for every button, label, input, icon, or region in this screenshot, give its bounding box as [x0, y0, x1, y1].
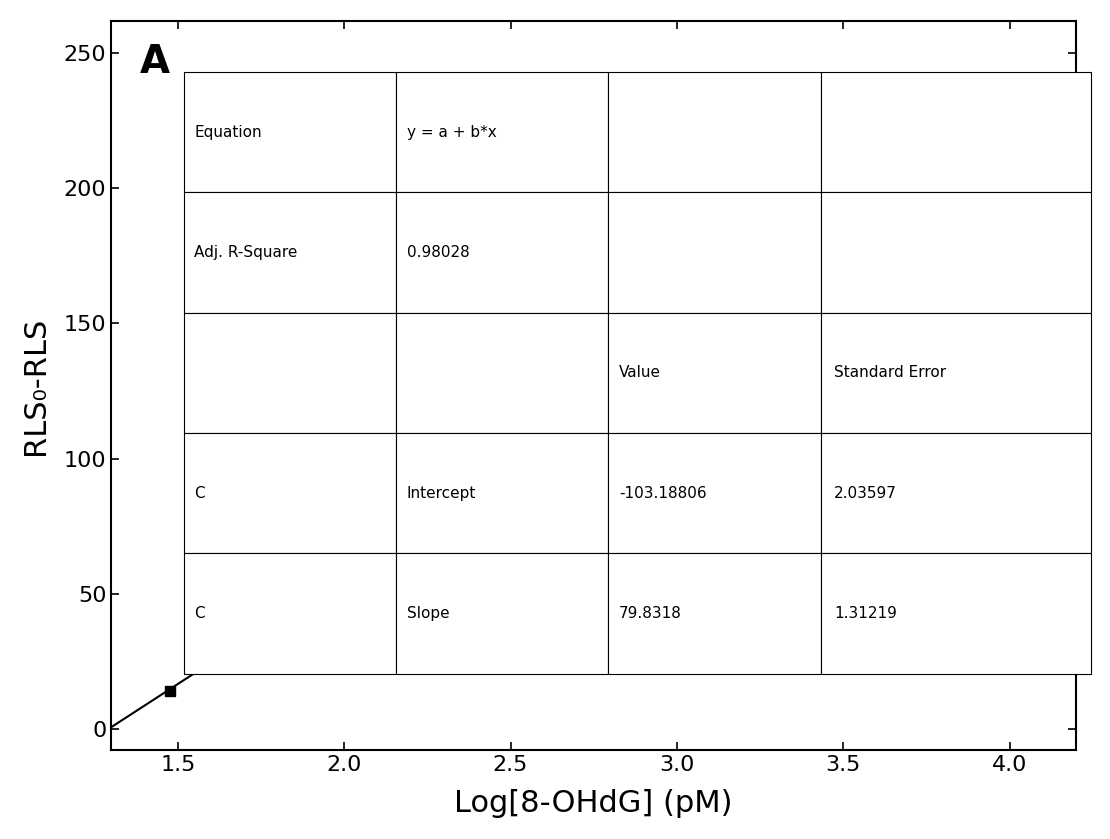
Bar: [608, 313, 820, 433]
Text: Standard Error: Standard Error: [834, 365, 946, 380]
Bar: [396, 433, 608, 554]
Bar: [820, 313, 1091, 433]
Bar: [608, 192, 820, 313]
Bar: [183, 554, 396, 674]
Text: 1.31219: 1.31219: [834, 606, 897, 621]
Text: Intercept: Intercept: [406, 486, 476, 501]
Bar: [820, 192, 1091, 313]
Text: 2.03597: 2.03597: [834, 486, 897, 501]
Bar: [183, 192, 396, 313]
Bar: [183, 72, 396, 192]
Text: y = a + b*x: y = a + b*x: [406, 125, 496, 139]
Text: Equation: Equation: [194, 125, 262, 139]
Bar: [183, 313, 396, 433]
Bar: [608, 554, 820, 674]
Text: A: A: [140, 43, 170, 81]
Bar: [820, 72, 1091, 192]
Text: 0.98028: 0.98028: [406, 245, 470, 260]
X-axis label: Log[8-OHdG] (pM): Log[8-OHdG] (pM): [454, 789, 733, 818]
Bar: [820, 554, 1091, 674]
Text: C: C: [194, 606, 205, 621]
Text: Adj. R-Square: Adj. R-Square: [194, 245, 297, 260]
Bar: [396, 72, 608, 192]
Text: Value: Value: [619, 365, 660, 380]
Bar: [396, 313, 608, 433]
Bar: [608, 72, 820, 192]
Bar: [396, 192, 608, 313]
Text: -103.18806: -103.18806: [619, 486, 706, 501]
Text: Slope: Slope: [406, 606, 450, 621]
Bar: [183, 433, 396, 554]
Text: 79.8318: 79.8318: [619, 606, 682, 621]
Y-axis label: RLS₀-RLS: RLS₀-RLS: [21, 316, 50, 455]
Text: C: C: [194, 486, 205, 501]
Bar: [608, 433, 820, 554]
Bar: [396, 554, 608, 674]
Bar: [820, 433, 1091, 554]
